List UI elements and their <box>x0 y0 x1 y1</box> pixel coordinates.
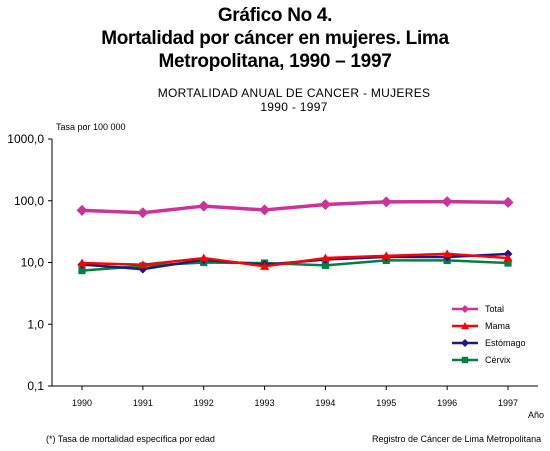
figure-title: Gráfico No 4. Mortalidad por cáncer en m… <box>0 4 550 73</box>
figure-title-line-1: Gráfico No 4. <box>217 5 333 26</box>
x-tick-label: 1990 <box>72 398 92 408</box>
legend-label-total: Total <box>485 304 504 314</box>
data-point-cervix <box>78 266 86 275</box>
data-point-cervix <box>504 259 512 267</box>
data-point-total <box>319 198 331 210</box>
series-line-mama <box>81 252 509 268</box>
legend-label-cervix: Cérvix <box>485 355 511 365</box>
chart-subtitle: 1990 - 1997 <box>260 100 328 114</box>
data-point-mama <box>503 253 513 262</box>
x-tick-label: 1991 <box>133 398 153 408</box>
y-tick-label: 1000,0 <box>7 132 44 146</box>
legend-marker-mama <box>461 322 469 330</box>
data-point-total <box>137 207 149 219</box>
y-axis-label: Tasa por 100 000 <box>56 122 126 132</box>
x-axis-label: Año <box>528 410 544 420</box>
data-point-mama <box>442 249 452 258</box>
data-point-mama <box>381 251 391 260</box>
data-point-total <box>259 204 271 216</box>
source-credit: Registro de Cáncer de Lima Metropolitana <box>372 434 542 444</box>
chart-title-block: MORTALIDAD ANUAL DE CANCER - MUJERES 199… <box>0 86 550 114</box>
data-point-cervix <box>321 261 330 269</box>
data-point-mama <box>77 258 87 267</box>
footnote: (*) Tasa de mortalidad específica por ed… <box>46 434 215 444</box>
legend-label-mama: Mama <box>485 321 510 331</box>
y-tick-label: 1,0 <box>27 317 44 331</box>
data-point-mama <box>138 260 148 269</box>
data-point-total <box>380 196 392 208</box>
legend-marker-cervix <box>461 356 469 364</box>
x-tick-label: 1994 <box>315 398 335 408</box>
series-line-total <box>81 199 509 215</box>
figure-title-line-3: Metropolitana, 1990 – 1997 <box>158 51 392 72</box>
y-tick-label: 0,1 <box>27 379 44 393</box>
figure-title-line-2: Mortalidad por cáncer en mujeres. Lima <box>101 28 449 49</box>
data-point-total <box>441 196 453 208</box>
data-point-mama <box>199 253 209 262</box>
x-tick-label: 1995 <box>376 398 396 408</box>
x-tick-label: 1997 <box>498 398 518 408</box>
data-point-total <box>198 200 210 212</box>
y-tick-label: 100,0 <box>14 194 44 208</box>
data-point-total <box>502 196 514 208</box>
legend-label-estomago: Estómago <box>485 338 526 348</box>
x-tick-label: 1993 <box>255 398 275 408</box>
y-tick-label: 10,0 <box>21 256 45 270</box>
data-point-total <box>76 204 88 216</box>
chart-title: MORTALIDAD ANUAL DE CANCER - MUJERES <box>157 86 431 100</box>
data-point-mama <box>320 253 330 262</box>
x-tick-label: 1992 <box>194 398 214 408</box>
legend-marker-estomago <box>461 339 469 347</box>
data-point-mama <box>260 261 270 270</box>
x-tick-label: 1996 <box>437 398 457 408</box>
legend-marker-total <box>461 305 469 313</box>
series-line-cervix <box>81 259 509 272</box>
